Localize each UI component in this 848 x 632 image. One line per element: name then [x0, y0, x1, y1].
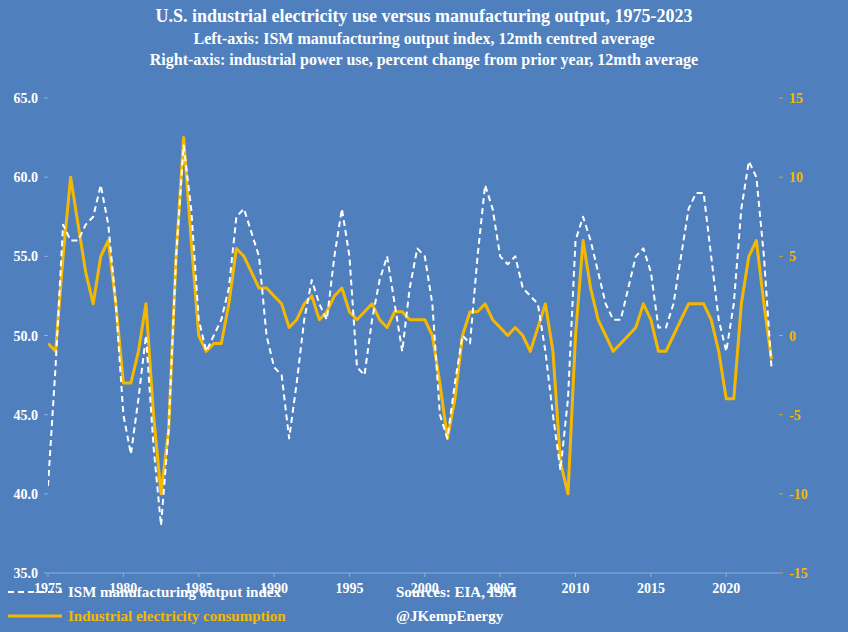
y-tick-label: 60.0 — [14, 170, 39, 185]
y2-tick-label: 0 — [789, 329, 796, 344]
y2-tick-label: 10 — [789, 170, 803, 185]
y2-tick — [779, 414, 783, 415]
x-tick-label: 1995 — [335, 581, 363, 596]
annotation: @JKempEnergy — [396, 608, 504, 624]
chart: U.S. industrial electricity use versus m… — [0, 0, 848, 632]
y-tick — [44, 98, 48, 99]
subtitle: Right-axis: industrial power use, percen… — [150, 51, 698, 69]
legend-key — [8, 591, 62, 593]
y-tick — [44, 573, 48, 574]
y2-tick — [779, 493, 783, 494]
y2-tick-label: -15 — [789, 566, 808, 581]
legend-key — [8, 615, 62, 618]
x-tick-label: 2010 — [562, 581, 590, 596]
y-tick — [44, 256, 48, 257]
y2-tick — [779, 256, 783, 257]
y2-tick-label: 5 — [789, 249, 796, 264]
y-tick — [44, 335, 48, 336]
title: U.S. industrial electricity use versus m… — [156, 6, 693, 26]
x-tick — [48, 573, 49, 577]
x-tick — [500, 573, 501, 577]
plot-area — [48, 138, 771, 526]
x-tick — [575, 573, 576, 577]
x-axis-line — [48, 573, 779, 574]
y2-tick — [779, 177, 783, 178]
y-tick — [44, 414, 48, 415]
x-tick — [123, 573, 124, 577]
y-tick-label: 65.0 — [14, 91, 39, 106]
y2-tick — [779, 98, 783, 99]
series-line — [48, 146, 771, 526]
y2-tick-label: 15 — [789, 91, 803, 106]
y-tick-label: 45.0 — [14, 408, 39, 423]
y2-tick-label: -10 — [789, 487, 808, 502]
legend-label: ISM manufacturing output index — [68, 584, 281, 600]
x-tick-label: 1975 — [34, 581, 62, 596]
y2-tick — [779, 335, 783, 336]
x-tick — [198, 573, 199, 577]
x-tick — [349, 573, 350, 577]
y-tick-label: 55.0 — [14, 249, 39, 264]
y2-tick — [779, 573, 783, 574]
annotation: Sources: EIA, ISM — [396, 584, 517, 600]
y-tick — [44, 177, 48, 178]
x-tick — [274, 573, 275, 577]
subtitle: Left-axis: ISM manufacturing output inde… — [193, 30, 654, 48]
x-tick — [650, 573, 651, 577]
y-tick — [44, 493, 48, 494]
y-tick-label: 50.0 — [14, 329, 39, 344]
y-tick-label: 40.0 — [14, 487, 39, 502]
y-tick-label: 35.0 — [14, 566, 39, 581]
x-tick-label: 2015 — [637, 581, 665, 596]
x-tick — [726, 573, 727, 577]
series-line — [48, 138, 771, 494]
x-tick-label: 2020 — [712, 581, 740, 596]
background — [0, 0, 848, 632]
y2-tick-label: -5 — [789, 408, 801, 423]
legend-label: Industrial electricity consumption — [68, 608, 286, 624]
x-tick — [424, 573, 425, 577]
